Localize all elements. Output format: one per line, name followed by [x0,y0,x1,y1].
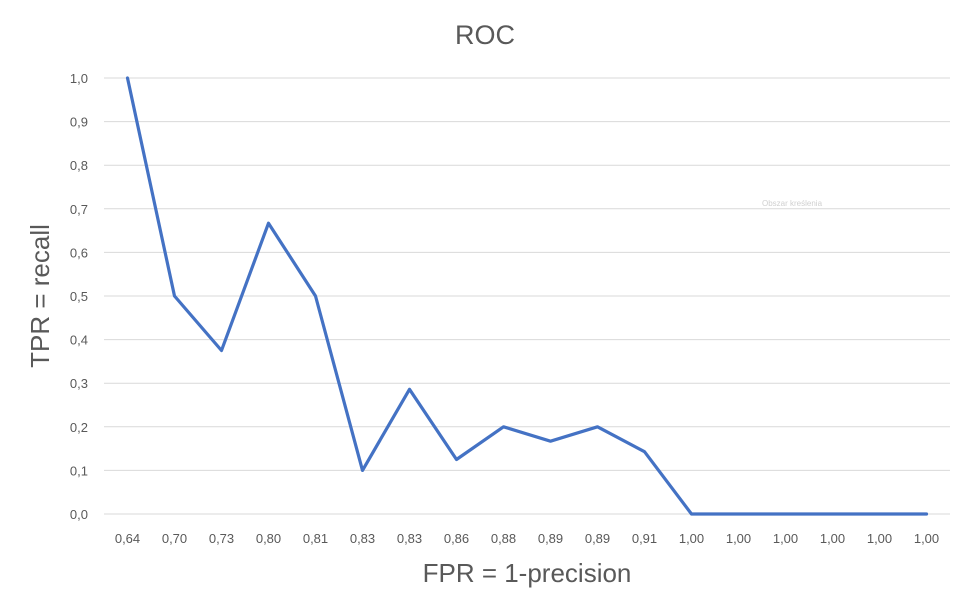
x-tick-label: 0,73 [209,531,234,546]
y-tick-label: 0,1 [70,463,88,478]
y-tick-label: 0,6 [70,245,88,260]
x-tick-label: 0,89 [585,531,610,546]
x-tick-label: 1,00 [914,531,939,546]
x-tick-label: 0,81 [303,531,328,546]
y-axis-label: TPR = recall [25,224,55,368]
x-tick-label: 1,00 [820,531,845,546]
x-tick-label: 0,83 [350,531,375,546]
y-tick-label: 0,4 [70,333,88,348]
x-tick-labels: 0,64 0,70 0,73 0,80 0,81 0,83 0,83 0,86 0,88 0,89… [115,531,939,546]
x-tick-label: 1,00 [679,531,704,546]
x-tick-label: 0,86 [444,531,469,546]
x-tick-label: 0,64 [115,531,140,546]
x-tick-label: 0,88 [491,531,516,546]
y-tick-label: 0,3 [70,376,88,391]
x-tick-label: 1,00 [867,531,892,546]
series-layer [125,76,929,516]
y-tick-label: 0,0 [70,507,88,522]
y-tick-label: 0,8 [70,158,88,173]
plot-area-tooltip: Obszar kreślenia [762,199,823,208]
x-tick-label: 1,00 [726,531,751,546]
gridlines [104,77,950,515]
y-tick-label: 0,9 [70,115,88,130]
y-tick-label: 0,5 [70,289,88,304]
x-axis-label: FPR = 1-precision [423,558,632,588]
chart-title: ROC [455,20,515,50]
x-tick-label: 1,00 [773,531,798,546]
y-tick-label: 0,7 [70,202,88,217]
x-tick-label: 0,91 [632,531,657,546]
x-tick-label: 0,83 [397,531,422,546]
x-tick-label: 0,70 [162,531,187,546]
y-tick-labels: 0,0 0,1 0,2 0,3 0,4 0,5 0,6 0,7 0,8 0,9 1,0 [70,71,88,522]
x-tick-label: 0,80 [256,531,281,546]
series-line-0 [125,76,929,516]
y-tick-label: 1,0 [70,71,88,86]
y-tick-label: 0,2 [70,420,88,435]
x-tick-label: 0,89 [538,531,563,546]
